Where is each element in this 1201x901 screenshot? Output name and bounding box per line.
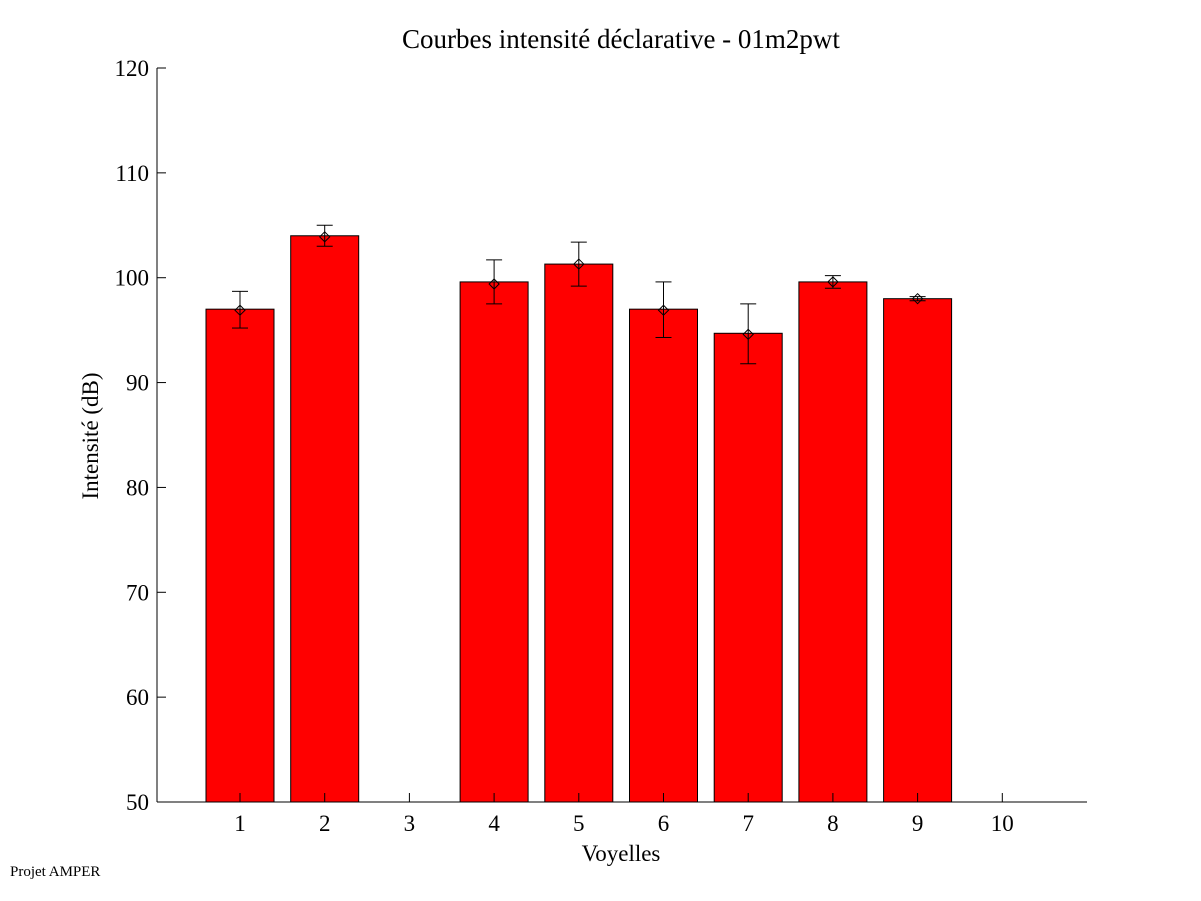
x-tick-label: 2 — [319, 811, 331, 836]
marker-6 — [657, 304, 670, 316]
marker-2 — [318, 231, 331, 243]
bar-7 — [713, 332, 783, 803]
x-tick-label: 9 — [912, 811, 924, 836]
marker-4 — [488, 278, 500, 290]
y-tick-label: 70 — [126, 580, 149, 605]
error-bar-8 — [824, 275, 841, 289]
bar-4 — [459, 281, 529, 803]
marker-5 — [573, 258, 585, 270]
y-tick-label: 120 — [115, 56, 150, 81]
bar-1 — [205, 308, 275, 803]
error-bar-7 — [740, 303, 757, 365]
error-bar-6 — [655, 281, 672, 338]
y-axis-label: Intensité (dB) — [78, 372, 103, 499]
marker-8 — [827, 276, 839, 288]
x-tick-label: 7 — [742, 811, 754, 836]
bar-9 — [883, 298, 953, 803]
x-tick-label: 4 — [488, 811, 500, 836]
y-tick-label: 60 — [126, 685, 149, 710]
bar-2 — [290, 235, 360, 803]
error-bar-5 — [570, 241, 587, 287]
y-tick-label: 50 — [126, 790, 149, 815]
bar-5 — [544, 263, 614, 803]
x-tick-label: 3 — [404, 811, 416, 836]
error-bar-4 — [486, 259, 503, 305]
x-tick-label: 1 — [234, 811, 246, 836]
error-bar-9 — [909, 296, 926, 302]
marker-1 — [234, 304, 246, 316]
marker-7 — [742, 328, 754, 341]
x-tick-label: 6 — [658, 811, 670, 836]
marker-9 — [911, 292, 924, 305]
y-tick-label: 80 — [126, 475, 149, 500]
y-tick-label: 90 — [126, 371, 149, 396]
x-axis-label: Voyelles — [582, 841, 661, 866]
error-bar-2 — [316, 224, 333, 247]
x-tick-label: 8 — [827, 811, 839, 836]
y-tick-label: 110 — [115, 161, 149, 186]
bars-layer — [205, 235, 953, 803]
bar-8 — [798, 281, 868, 803]
footer-note: Projet AMPER — [10, 864, 101, 880]
error-bar-1 — [232, 290, 248, 329]
y-tick-label: 100 — [115, 266, 150, 291]
x-tick-label: 5 — [573, 811, 585, 836]
bar-6 — [629, 308, 698, 803]
chart-title: Courbes intensité déclarative - 01m2pwt — [402, 24, 840, 54]
axes: 50 60 70 80 90 100 110 120 1 2 3 4 5 6 7 8 9 10 — [115, 56, 1087, 836]
x-tick-label: 10 — [991, 811, 1014, 836]
error-bars-layer — [232, 224, 926, 365]
